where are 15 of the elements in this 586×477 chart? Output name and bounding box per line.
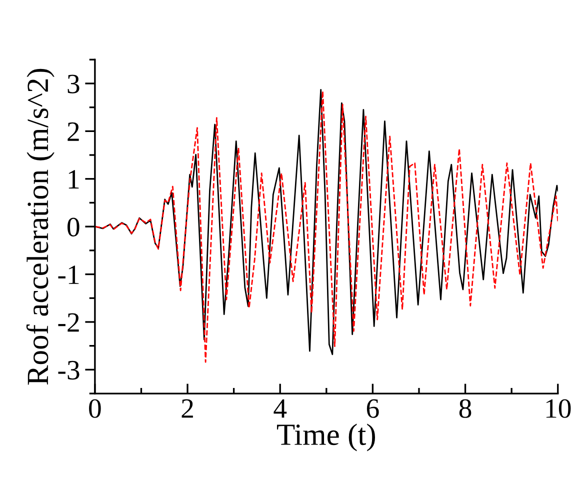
y-tick-label: -2 <box>58 313 79 332</box>
y-tick-label: 3 <box>68 74 80 94</box>
x-tick-label: 4 <box>274 399 287 418</box>
y-tick-label: -3 <box>58 360 80 380</box>
x-tick-label: 2 <box>182 399 193 418</box>
y-tick-label: 0 <box>68 218 80 236</box>
x-axis-title: Time (t) <box>277 424 376 452</box>
x-tick-label: 10 <box>546 399 571 418</box>
y-axis-title: Roof acceleration (m/s^2) <box>26 68 54 385</box>
x-tick-label: 6 <box>366 399 379 418</box>
x-tick-label: 8 <box>459 399 472 418</box>
y-tick-label: -1 <box>58 266 79 284</box>
y-tick-label: 2 <box>68 122 79 141</box>
y-tick-label: 1 <box>68 170 79 189</box>
x-tick-label: 0 <box>89 399 101 418</box>
